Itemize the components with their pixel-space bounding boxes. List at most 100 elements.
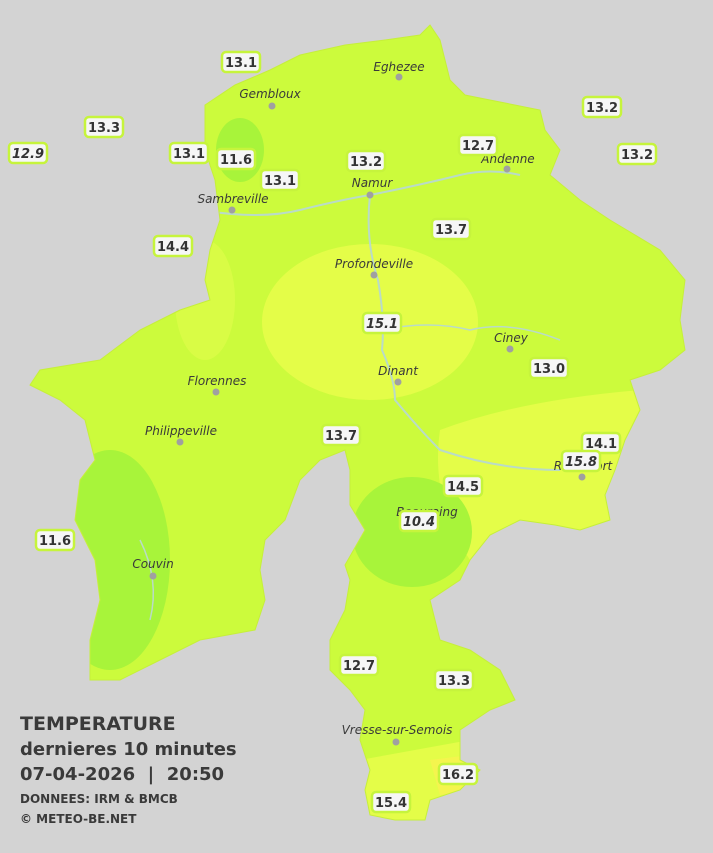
station: 14.4 [152, 234, 194, 258]
province-outline [29, 24, 686, 821]
town-dot [392, 738, 400, 746]
town-dot [366, 191, 374, 199]
station-value: 15.8 [565, 455, 597, 470]
town-label: Eghezee [373, 60, 424, 74]
station: 13.2 [345, 149, 387, 173]
station-value: 13.2 [621, 148, 653, 163]
station-value: 13.1 [173, 147, 205, 162]
station-box [560, 449, 602, 473]
station-box [457, 133, 499, 157]
station-box [320, 423, 362, 447]
station-box [215, 147, 257, 171]
station-box [528, 356, 570, 380]
station: 14.1 [580, 431, 622, 455]
town-dot [394, 378, 402, 386]
station: 13.2 [581, 95, 623, 119]
station-value: 13.3 [88, 121, 120, 136]
station: 13.1 [220, 50, 262, 74]
station: 12.7 [338, 653, 380, 677]
station-box [345, 149, 387, 173]
station-value: 13.3 [438, 674, 470, 689]
station-value: 13.7 [435, 223, 467, 238]
station-value: 16.2 [442, 768, 474, 783]
station-value: 13.1 [225, 56, 257, 71]
stations: 13.1 13.3 12.9 13.1 11.6 13.1 13.2 12.7 13.2 13.2… [7, 50, 658, 814]
legend-datetime: 07-04-2026 | 20:50 [20, 764, 224, 785]
station-box [220, 50, 262, 74]
station: 12.7 [457, 133, 499, 157]
station: 15.4 [370, 790, 412, 814]
station-box [442, 474, 484, 498]
town-label: Ciney [494, 331, 529, 345]
station: 13.3 [83, 115, 125, 139]
town-label: Florennes [188, 374, 247, 388]
town-label: Philippeville [145, 424, 217, 438]
town-dot [506, 345, 514, 353]
station-box [34, 528, 76, 552]
station: 13.7 [430, 217, 472, 241]
station: 12.9 [7, 141, 49, 165]
town-dot [268, 102, 276, 110]
station: 15.1 [361, 311, 403, 335]
station-value: 13.2 [586, 101, 618, 116]
town-label: Profondeville [335, 257, 413, 271]
station-box [430, 217, 472, 241]
town-label: Dinant [378, 364, 419, 378]
station: 10.4 [398, 509, 440, 533]
town-label: Namur [352, 176, 394, 190]
station-value: 14.5 [447, 480, 479, 495]
station-value: 12.7 [343, 659, 375, 674]
station-box [433, 668, 475, 692]
station: 13.2 [616, 142, 658, 166]
station-value: 13.2 [350, 155, 382, 170]
legend: TEMPERATURE dernieres 10 minutes 07-04-2… [20, 713, 237, 826]
town-dot [578, 473, 586, 481]
station-value: 14.4 [157, 240, 189, 255]
town-label: Vresse-sur-Semois [342, 723, 453, 737]
station-box [437, 762, 479, 786]
station-value: 13.0 [533, 362, 565, 377]
station: 14.5 [442, 474, 484, 498]
station-value: 11.6 [220, 153, 252, 168]
legend-subtitle: dernieres 10 minutes [20, 739, 237, 760]
station-box [338, 653, 380, 677]
station-box [616, 142, 658, 166]
station-box [581, 95, 623, 119]
station: 13.1 [168, 141, 210, 165]
station-value: 15.1 [366, 317, 398, 332]
station: 11.6 [215, 147, 257, 171]
town-dot [503, 165, 511, 173]
station-box [152, 234, 194, 258]
station-box [7, 141, 49, 165]
legend-title: TEMPERATURE [20, 713, 176, 735]
town-dot [149, 572, 157, 580]
station-value: 14.1 [585, 437, 617, 452]
town-dot [176, 438, 184, 446]
station: 13.3 [433, 668, 475, 692]
legend-credit: © METEO-BE.NET [20, 812, 137, 826]
station-value: 12.9 [12, 147, 44, 162]
station-value: 12.7 [462, 139, 494, 154]
town-label: Sambreville [197, 192, 268, 206]
station-box [168, 141, 210, 165]
legend-source: DONNEES: IRM & BMCB [20, 792, 178, 806]
station-box [398, 509, 440, 533]
town-dot [228, 206, 236, 214]
town-label: Gembloux [239, 87, 301, 101]
station-value: 10.4 [403, 515, 435, 530]
station-value: 13.7 [325, 429, 357, 444]
station: 13.7 [320, 423, 362, 447]
station-box [580, 431, 622, 455]
town-dot [212, 388, 220, 396]
station-value: 13.1 [264, 174, 296, 189]
station-box [370, 790, 412, 814]
station: 15.8 [560, 449, 602, 473]
station: 13.0 [528, 356, 570, 380]
station-value: 15.4 [375, 796, 407, 811]
station-value: 11.6 [39, 534, 71, 549]
station: 11.6 [34, 528, 76, 552]
station-box [361, 311, 403, 335]
town-dot [395, 73, 403, 81]
town-label: Couvin [132, 557, 173, 571]
